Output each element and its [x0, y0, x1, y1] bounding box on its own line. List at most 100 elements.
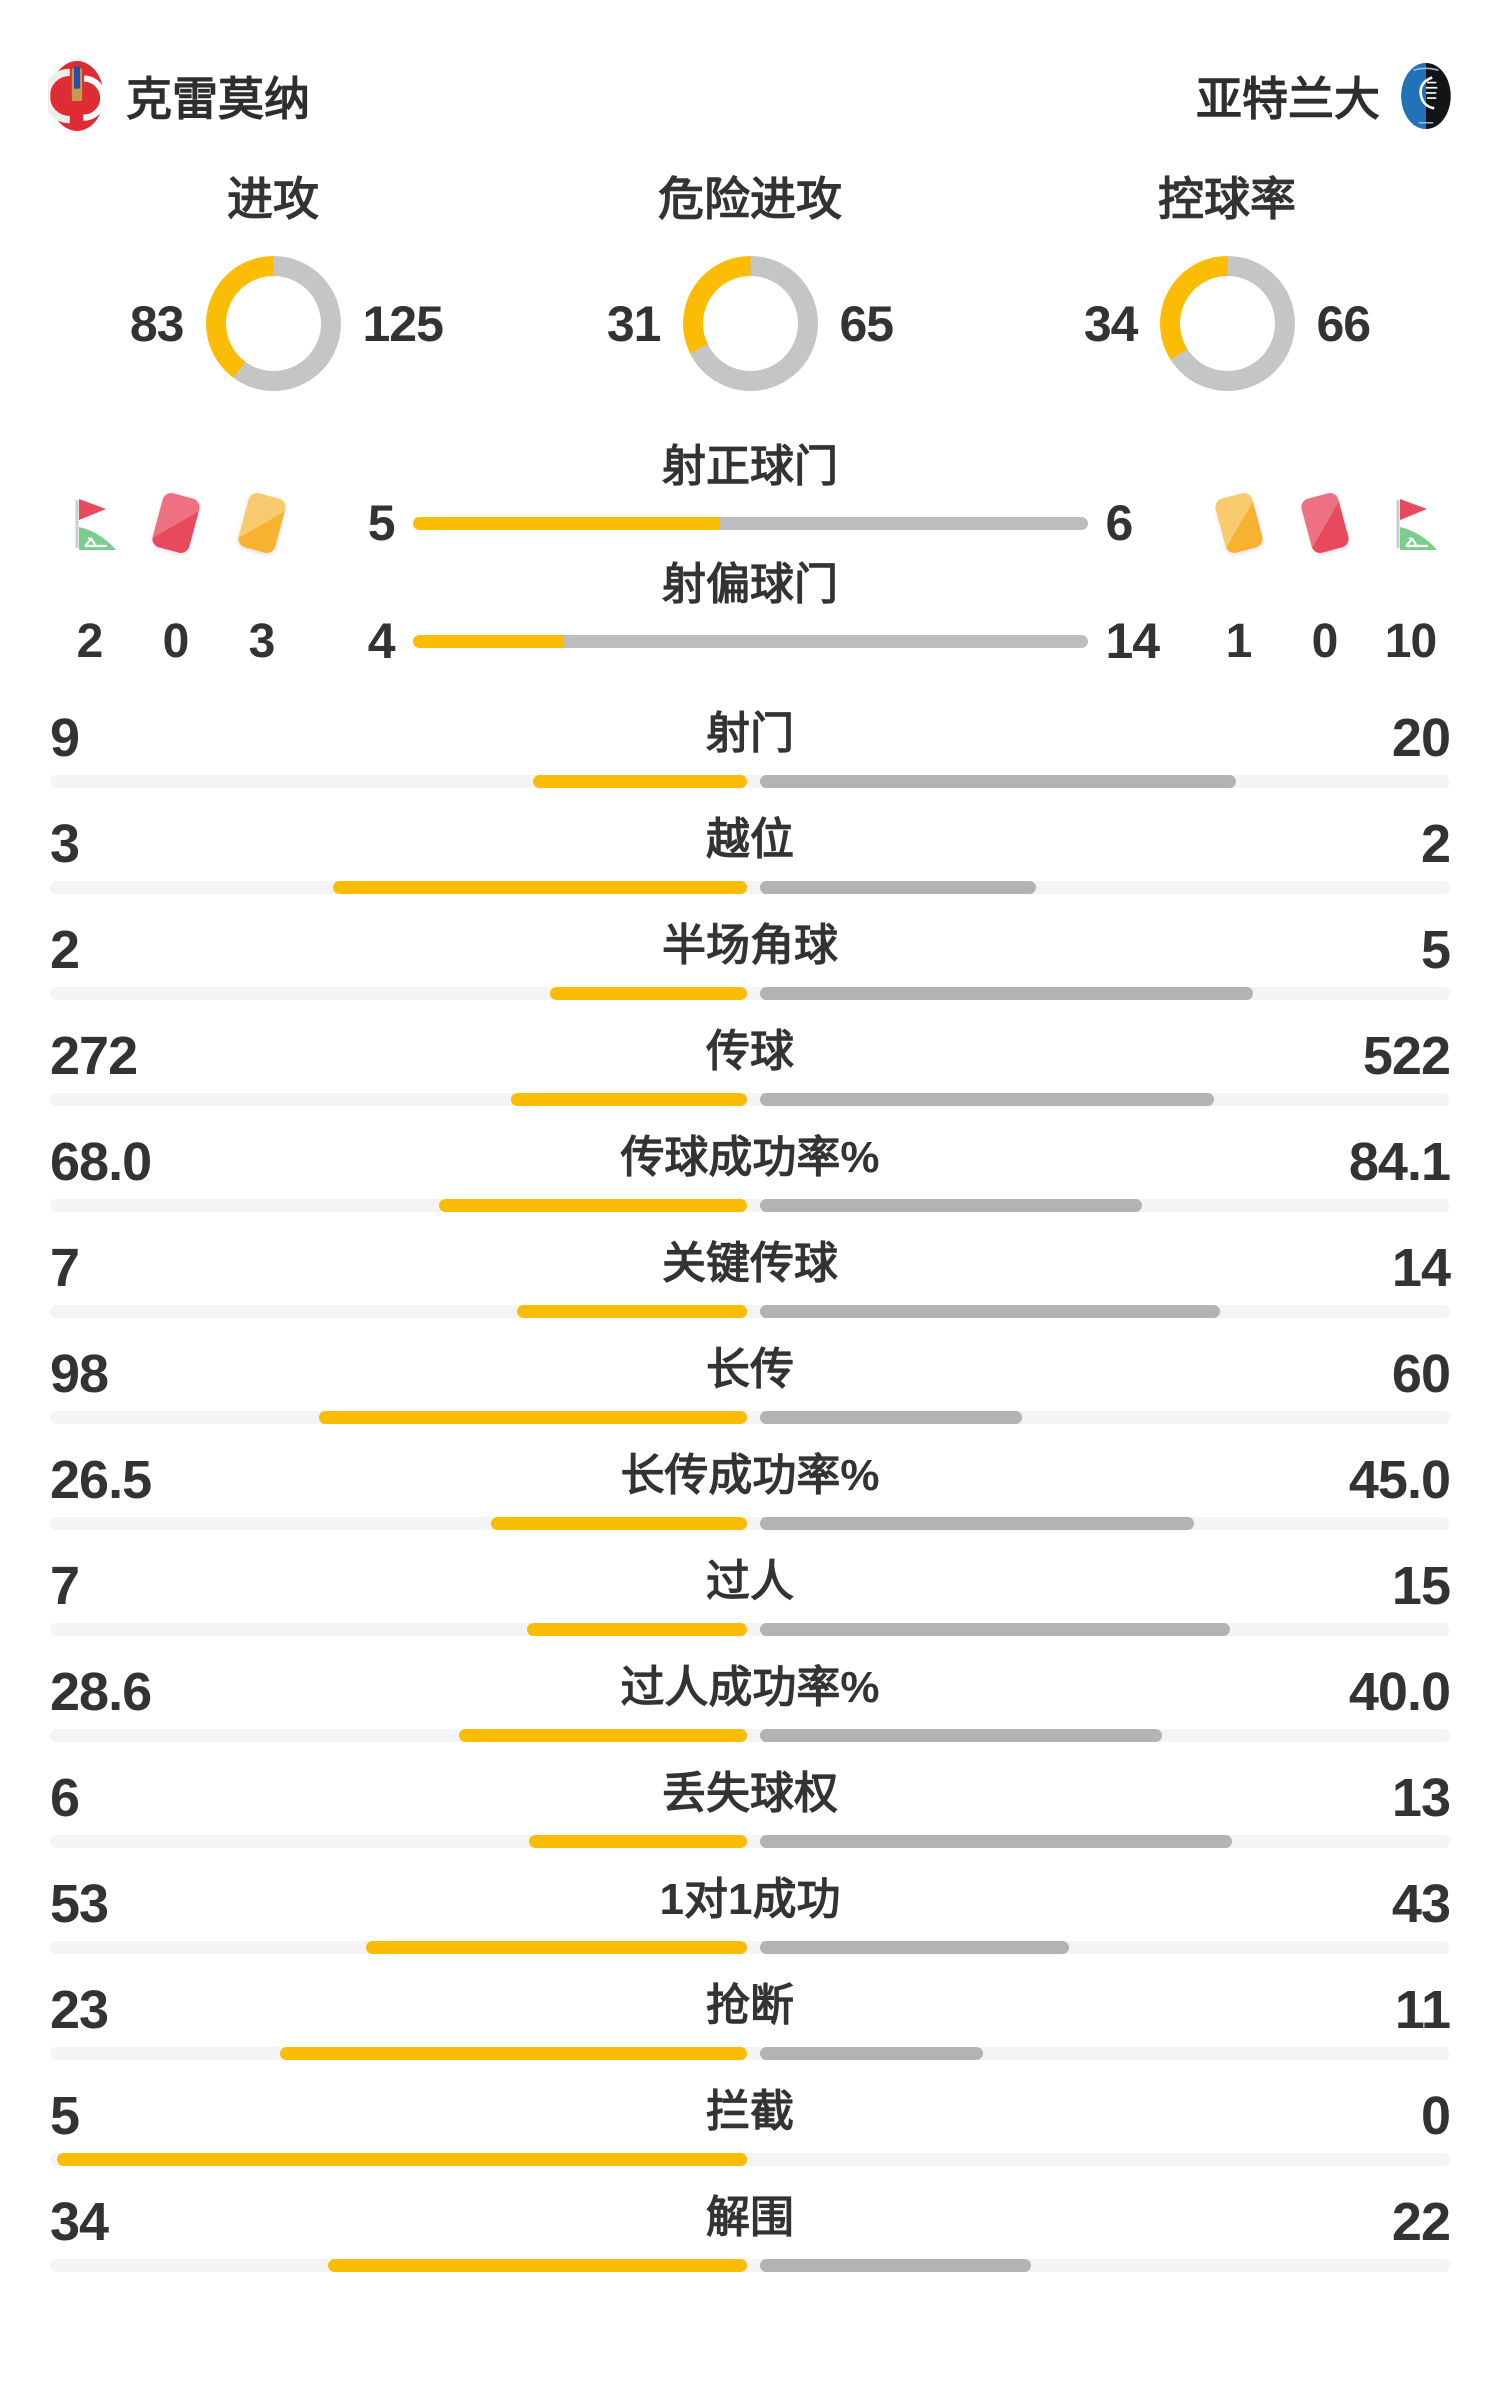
home-red-card	[133, 491, 219, 555]
stat-bar-home-fill	[280, 2047, 747, 2060]
stat-label: 丢失球权	[662, 1769, 838, 1818]
stat-bar-track	[50, 1199, 1450, 1212]
stat-away-value: 40.0	[1348, 1662, 1451, 1722]
stat-label: 关键传球	[662, 1239, 838, 1288]
donut-away-value: 65	[839, 295, 895, 352]
donut-title: 进攻	[227, 173, 319, 225]
away-corner-count: 10	[1384, 614, 1437, 668]
away-team-logo	[1401, 63, 1451, 129]
stat-away-value: 15	[1391, 1556, 1451, 1616]
stat-away-value: 13	[1391, 1768, 1451, 1828]
stat-bar-track	[50, 1093, 1450, 1106]
away-yellow-card	[1196, 491, 1282, 555]
donut-chart-2: 控球率 34 66	[1052, 174, 1403, 391]
stat-bar-home-fill	[319, 1411, 747, 1424]
home-yellow-card	[219, 491, 305, 555]
stat-bar-home-fill	[529, 1835, 747, 1848]
stat-away-value: 45.0	[1348, 1450, 1451, 1510]
away-red-card-count-cell: 0	[1282, 614, 1368, 669]
home-corner-count: 2	[76, 614, 104, 668]
stat-row-4: 68.0 传球成功率% 84.1	[0, 1125, 1500, 1231]
stat-bar-track	[50, 881, 1450, 894]
stat-bar-away-fill	[760, 1835, 1232, 1848]
stat-bar-away-fill	[760, 1199, 1142, 1212]
away-yellow-card-count-cell: 1	[1196, 614, 1282, 669]
donut-ring	[205, 256, 341, 391]
stat-bar-home-fill	[57, 2153, 747, 2166]
away-team: 亚特兰大	[1196, 62, 1452, 130]
stat-row-7: 26.5 长传成功率% 45.0	[0, 1443, 1500, 1549]
shots-on-target-home-fill	[412, 516, 720, 530]
stat-bar-away-fill	[760, 1305, 1220, 1318]
stats-list: 9 射门 20 3 越位 2 2 半场角球	[0, 701, 1500, 2291]
stat-away-value: 22	[1391, 2192, 1451, 2252]
stat-home-value: 23	[50, 1980, 109, 2040]
donut-charts: 进攻 83 125 危险进攻 31 65 控球率 34 66	[0, 174, 1500, 391]
stat-away-value: 522	[1362, 1026, 1451, 1086]
stat-bar-away-fill	[760, 1093, 1214, 1106]
stat-row-0: 9 射门 20	[0, 701, 1500, 807]
stat-home-value: 272	[50, 1026, 138, 1086]
stat-row-8: 7 过人 15	[0, 1549, 1500, 1655]
home-corner-count-cell: 2	[47, 614, 133, 669]
stat-label: 过人	[706, 1557, 794, 1606]
stat-label: 1对1成功	[659, 1875, 841, 1924]
shots-off-target-row: 2 0 3 4 14 1 0 10	[0, 609, 1500, 673]
away-corner-flag	[1368, 494, 1454, 552]
stat-bar-home-fill	[533, 775, 747, 788]
stat-bar-home-fill	[491, 1517, 747, 1530]
home-corner-flag	[47, 494, 133, 552]
stat-home-value: 3	[50, 814, 80, 874]
home-yellow-card-count: 3	[248, 614, 276, 668]
stat-home-value: 28.6	[50, 1662, 152, 1722]
stat-away-value: 14	[1391, 1238, 1451, 1298]
stat-home-value: 7	[50, 1556, 80, 1616]
stat-away-value: 20	[1391, 708, 1451, 768]
stat-bar-home-fill	[439, 1199, 747, 1212]
stat-bar-away-fill	[760, 1941, 1069, 1954]
stat-bar-away-fill	[760, 775, 1236, 788]
corner-flag-icon	[75, 499, 116, 550]
stat-bar-away-fill	[760, 1517, 1194, 1530]
stat-away-value: 43	[1391, 1874, 1451, 1934]
stat-row-6: 98 长传 60	[0, 1337, 1500, 1443]
stat-bar-track	[50, 1835, 1450, 1848]
stat-bar-home-fill	[550, 987, 747, 1000]
stat-bar-track	[50, 1411, 1450, 1424]
stat-bar-track	[50, 1941, 1450, 1954]
stat-row-13: 5 拦截 0	[0, 2079, 1500, 2185]
stat-bar-track	[50, 1517, 1450, 1530]
stat-label: 长传	[706, 1345, 794, 1394]
stat-label: 抢断	[706, 1981, 794, 2030]
yellow-card-icon	[235, 491, 288, 555]
donut-chart-1: 危险进攻 31 65	[575, 174, 926, 391]
stat-bar-track	[50, 1305, 1450, 1318]
away-red-card-count: 0	[1311, 614, 1339, 668]
stat-bar-home-fill	[366, 1941, 747, 1954]
stat-away-value: 11	[1394, 1980, 1451, 2040]
stat-bar-track	[50, 2047, 1450, 2060]
stat-bar-track	[50, 1729, 1450, 1742]
stat-away-value: 84.1	[1348, 1132, 1451, 1192]
stat-row-14: 34 解围 22	[0, 2185, 1500, 2291]
stat-home-value: 98	[50, 1344, 109, 1404]
stat-label: 越位	[706, 815, 794, 864]
donut-home-value: 83	[129, 295, 185, 352]
shots-on-target-bar-cell	[397, 516, 1104, 530]
away-corner-count-cell: 10	[1368, 614, 1454, 669]
stat-bar-track	[50, 1623, 1450, 1636]
shots-off-target-title: 射偏球门	[662, 560, 838, 609]
home-team-name: 克雷莫纳	[126, 73, 310, 125]
corner-flag-icon	[1396, 499, 1437, 550]
shots-off-target-home-fill	[412, 634, 563, 648]
stat-home-value: 34	[50, 2192, 109, 2252]
stat-home-value: 26.5	[50, 1450, 152, 1510]
stat-home-value: 53	[50, 1874, 109, 1934]
donut-title: 危险进攻	[658, 173, 842, 225]
stat-away-value: 0	[1420, 2086, 1451, 2146]
stat-bar-track	[50, 987, 1450, 1000]
stat-bar-away-fill	[760, 1623, 1230, 1636]
yellow-card-icon	[1212, 491, 1265, 555]
